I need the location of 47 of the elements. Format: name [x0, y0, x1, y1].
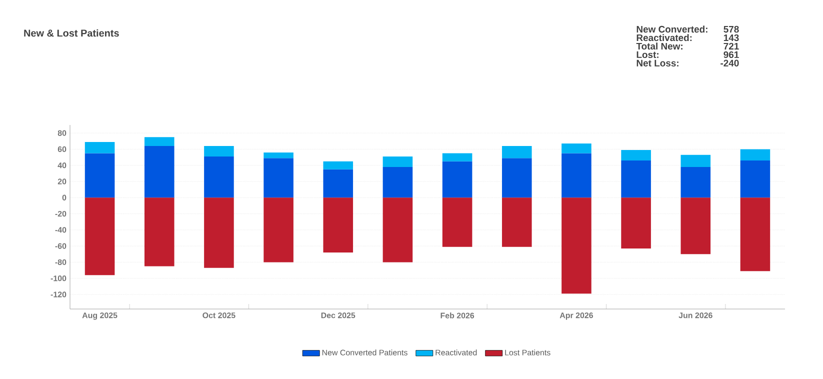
bar	[204, 156, 234, 198]
text: Lost:	[636, 51, 658, 58]
bar	[680, 166, 711, 198]
text: Net Loss:	[636, 60, 678, 66]
bar	[144, 146, 174, 198]
text: Reactivated:	[636, 34, 692, 42]
bar	[442, 198, 472, 247]
bar	[84, 142, 115, 154]
text: 143	[724, 34, 739, 42]
bar	[740, 160, 770, 198]
bar	[740, 198, 770, 272]
bar	[562, 153, 592, 198]
bar	[621, 198, 651, 248]
bar	[84, 198, 115, 276]
text: 721	[724, 42, 739, 50]
bar	[562, 198, 592, 294]
bar	[264, 152, 294, 158]
chart-title: New & Lost Patients	[24, 29, 119, 37]
bar	[323, 161, 354, 170]
bar	[442, 153, 472, 162]
text: New Converted:	[636, 26, 708, 33]
bar	[382, 156, 413, 167]
text: 578	[724, 26, 739, 33]
bar	[144, 137, 174, 146]
bar	[680, 198, 711, 254]
bar	[621, 150, 651, 161]
bar	[144, 198, 174, 266]
bar	[502, 198, 532, 247]
text: 961	[724, 51, 739, 58]
bar	[502, 146, 532, 158]
bar	[264, 198, 294, 262]
bar	[264, 158, 294, 198]
bar	[84, 153, 115, 198]
bar	[204, 198, 234, 268]
bar	[680, 154, 711, 167]
bar	[621, 160, 651, 198]
bar	[204, 146, 234, 156]
text: -240	[720, 60, 739, 66]
bar	[502, 158, 532, 198]
bar	[442, 161, 472, 198]
bar	[323, 169, 354, 198]
bar	[562, 144, 592, 154]
bar	[382, 198, 413, 262]
bar	[382, 166, 413, 198]
bar	[323, 198, 354, 253]
text: Total New:	[636, 42, 682, 50]
bar	[740, 149, 770, 161]
